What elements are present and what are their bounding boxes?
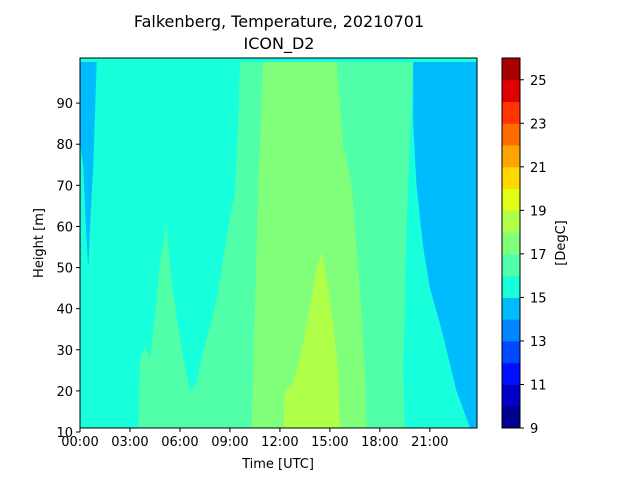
colorbar-tick-label: 23 [530,117,547,132]
colorbar-segment [502,340,520,364]
colorbar-tick-label: 17 [530,248,547,263]
colorbar-tick-label: 19 [530,204,547,219]
x-tick-label: 03:00 [111,435,148,450]
colorbar-tick-label: 11 [530,378,547,393]
colorbar-tick-label: 25 [530,74,547,89]
colorbar-segment [502,145,520,168]
y-axis-ticks: 10 20 30 40 50 60 70 80 90 [56,97,80,441]
colorbar-segment [502,166,520,190]
colorbar-segment [502,253,520,277]
x-tick-label: 06:00 [161,435,198,450]
colorbar-segment [502,79,520,103]
colorbar-tick-label: 13 [530,335,547,350]
y-axis-label: Height [m] [32,208,47,278]
chart-title: Falkenberg, Temperature, 20210701 [134,12,424,31]
x-axis-label: Time [UTC] [241,457,314,472]
colorbar-segment [502,384,520,407]
colorbar-segment [502,297,520,320]
colorbar-ticks: 9 11 13 15 17 19 21 23 25 [520,74,547,437]
x-tick-label: 00:00 [61,435,98,450]
y-tick-label: 40 [56,303,73,318]
contour-warmest-afternoon [283,251,340,428]
x-axis-ticks: 00:00 03:00 06:00 09:00 12:00 15:00 18:00 21:00 [61,428,449,450]
colorbar-segment [502,58,520,81]
y-tick-label: 30 [56,344,73,359]
y-tick-label: 90 [56,97,73,112]
x-tick-label: 09:00 [211,435,248,450]
y-tick-label: 50 [56,262,73,277]
contour-cool-evening [413,62,477,428]
colorbar-segment [502,232,520,255]
temperature-contours [80,62,477,428]
colorbar [502,58,520,429]
y-tick-label: 10 [56,426,73,441]
y-tick-label: 70 [56,179,73,194]
contour-warmer-midday [251,62,367,428]
colorbar-segment [502,188,520,211]
y-tick-label: 20 [56,385,73,400]
colorbar-segment [502,101,520,124]
x-tick-label: 21:00 [411,435,448,450]
x-tick-label: 18:00 [361,435,398,450]
x-tick-label: 12:00 [261,435,298,450]
colorbar-frame [501,57,521,429]
y-tick-label: 60 [56,220,73,235]
colorbar-segment [502,210,520,233]
colorbar-segment [502,275,520,298]
x-tick-label: 15:00 [311,435,348,450]
colorbar-tick-label: 15 [530,291,547,306]
colorbar-segment [502,406,520,429]
colorbar-segment [502,123,520,146]
colorbar-segment [502,362,520,385]
contour-cool-early-morning [80,62,97,268]
y-tick-label: 80 [56,138,73,153]
colorbar-segment [502,319,520,342]
chart-subtitle: ICON_D2 [244,34,315,54]
colorbar-tick-label: 9 [530,422,538,437]
colorbar-tick-label: 21 [530,161,547,176]
plot-frame [79,57,478,429]
colorbar-label: [DegC] [554,220,569,265]
